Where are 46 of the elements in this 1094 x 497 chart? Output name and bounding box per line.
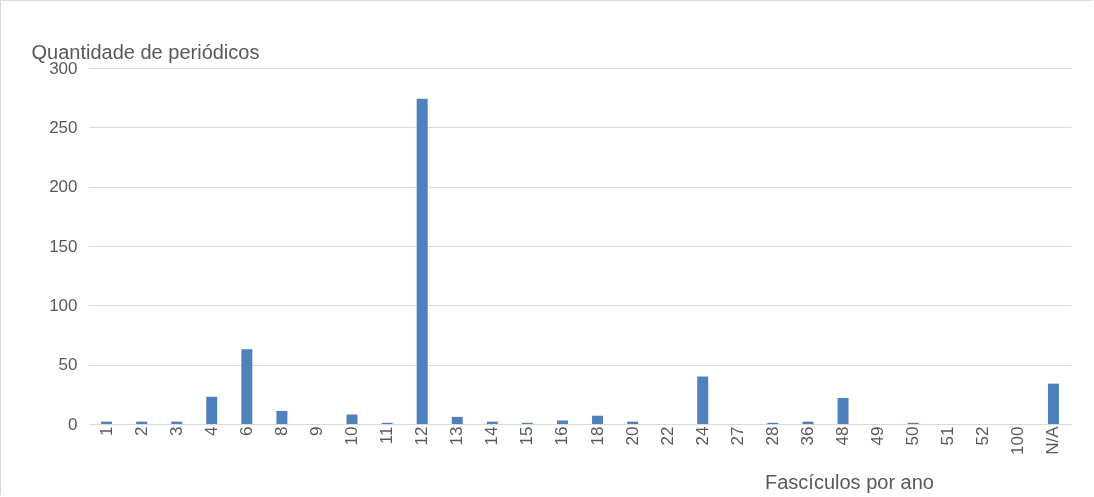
- bar: [697, 376, 709, 424]
- bar: [241, 349, 253, 424]
- bar: [837, 397, 849, 424]
- bar: [416, 98, 428, 424]
- x-tick-label: 9: [306, 426, 326, 436]
- bar: [1047, 383, 1059, 424]
- x-tick-label: 15: [517, 426, 537, 446]
- y-tick-label: 0: [68, 414, 78, 434]
- bar: [276, 410, 288, 424]
- y-tick-label: 250: [49, 117, 78, 137]
- x-tick-label: 1: [96, 426, 116, 436]
- x-tick-label: 3: [166, 426, 186, 436]
- x-tick-label: 28: [762, 426, 782, 446]
- x-tick-label: 14: [482, 426, 502, 446]
- x-tick-label: N/A: [1043, 425, 1063, 455]
- x-tick-label: 10: [342, 426, 362, 446]
- x-tick-label: 6: [236, 426, 256, 436]
- x-tick-label: 48: [833, 426, 853, 446]
- y-tick-label: 100: [49, 295, 78, 315]
- x-tick-label: 2: [131, 426, 151, 436]
- x-tick-label: 16: [552, 426, 572, 446]
- x-tick-label: 51: [938, 426, 958, 446]
- y-tick-label: 150: [49, 236, 78, 256]
- bar: [346, 414, 358, 424]
- bar: [451, 416, 463, 424]
- y-tick-label: 50: [58, 355, 78, 375]
- x-tick-label: 12: [412, 426, 432, 446]
- x-tick-label: 49: [868, 426, 888, 446]
- x-tick-label: 8: [271, 426, 291, 436]
- x-tick-label: 52: [973, 426, 993, 446]
- y-tick-label: 200: [49, 177, 78, 197]
- x-tick-label: 13: [447, 426, 467, 446]
- x-tick-label: 24: [692, 426, 712, 446]
- bar: [206, 396, 218, 424]
- bar: [556, 420, 568, 424]
- x-tick-label: 22: [657, 426, 677, 446]
- x-tick-label: 11: [377, 426, 397, 445]
- x-tick-label: 18: [587, 426, 607, 446]
- x-tick-label: 100: [1008, 426, 1028, 455]
- x-tick-label: 4: [201, 426, 221, 436]
- x-axis-title: Fascículos por ano: [765, 470, 934, 493]
- x-tick-label: 50: [903, 426, 923, 446]
- x-tick-label: 20: [622, 426, 642, 446]
- x-tick-label: 36: [797, 426, 817, 446]
- x-tick-label: 27: [727, 426, 747, 446]
- bar: [592, 415, 604, 424]
